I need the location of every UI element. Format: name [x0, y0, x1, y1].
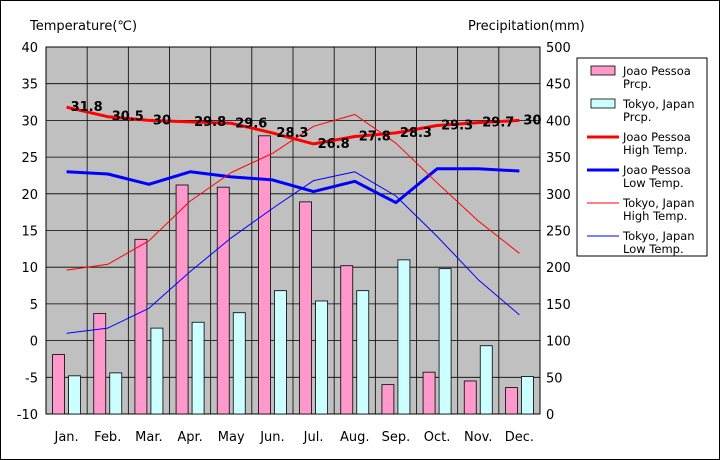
- precip-bar: [438, 268, 452, 415]
- data-label: 29.3: [441, 119, 473, 134]
- left-tick-label: 5: [30, 298, 38, 313]
- month-label: Apr.: [177, 430, 202, 445]
- left-tick-label: -10: [17, 408, 38, 423]
- right-tick-label: 400: [546, 114, 571, 129]
- month-label: Mar.: [135, 430, 162, 445]
- month-label: May: [218, 430, 245, 445]
- legend-label: Prcp.: [623, 77, 652, 91]
- precip-bar: [191, 321, 205, 415]
- legend-label: High Temp.: [623, 209, 687, 223]
- data-label: 31.8: [71, 100, 103, 115]
- data-label: 30: [523, 113, 541, 128]
- left-tick-label: 0: [30, 335, 38, 350]
- right-tick-label: 500: [546, 41, 571, 56]
- precip-bar: [315, 300, 328, 415]
- precip-bar: [216, 186, 230, 415]
- legend-swatch: [590, 98, 616, 109]
- precip-bar: [68, 375, 81, 415]
- right-tick-label: 200: [546, 261, 571, 276]
- temp-line: [66, 171, 520, 334]
- legend-label: Tokyo, Japan: [622, 97, 695, 111]
- precip-bar: [232, 312, 246, 415]
- right-tick-label: 250: [546, 225, 571, 240]
- month-label: Feb.: [94, 430, 121, 445]
- data-label: 26.8: [318, 137, 350, 152]
- precip-bar: [479, 345, 493, 415]
- precip-bar: [381, 384, 395, 415]
- precip-bar: [356, 290, 370, 415]
- month-label: Jun.: [259, 430, 284, 445]
- left-tick-label: 35: [21, 78, 38, 93]
- right-tick-label: 450: [546, 78, 571, 93]
- precip-bar: [505, 387, 518, 415]
- precip-bar: [397, 259, 411, 415]
- left-tick-label: 20: [21, 188, 38, 203]
- precip-bar: [93, 313, 107, 415]
- precip-bar: [258, 135, 271, 415]
- left-tick-label: 40: [21, 41, 38, 56]
- precip-bar: [299, 201, 312, 415]
- data-label: 29.6: [235, 116, 267, 131]
- month-label: Sep.: [382, 430, 411, 445]
- left-tick-label: 10: [21, 261, 38, 276]
- precip-bar: [175, 184, 189, 415]
- legend-label: Low Temp.: [623, 176, 684, 190]
- month-label: Jan.: [53, 430, 78, 445]
- legend-swatch: [590, 65, 616, 76]
- temp-line: [66, 105, 520, 146]
- legend-label: Joao Pessoa: [622, 163, 691, 177]
- legend-label: Tokyo, Japan: [622, 196, 695, 210]
- right-tick-label: 50: [546, 371, 563, 386]
- legend-label: Prcp.: [623, 110, 652, 124]
- temp-line: [66, 167, 520, 205]
- data-label: 30.5: [112, 110, 144, 125]
- legend-label: Joao Pessoa: [622, 130, 691, 144]
- legend-label: High Temp.: [623, 143, 687, 157]
- right-axis-title: Precipitation(mm): [468, 19, 585, 34]
- precip-bar: [109, 372, 123, 415]
- month-label: Jul.: [303, 430, 324, 445]
- precip-bar: [422, 371, 436, 415]
- data-label: 29.7: [482, 116, 514, 131]
- right-tick-label: 0: [546, 408, 554, 423]
- precip-bar: [274, 290, 287, 415]
- month-label: Oct.: [424, 430, 451, 445]
- right-tick-label: 350: [546, 151, 571, 166]
- legend-label: Joao Pessoa: [622, 64, 691, 78]
- right-tick-label: 150: [546, 298, 571, 313]
- precip-bar: [340, 265, 354, 415]
- data-label: 27.8: [359, 130, 391, 145]
- data-label: 29.8: [194, 115, 226, 130]
- right-tick-label: 100: [546, 335, 571, 350]
- temp-line: [66, 114, 520, 271]
- left-tick-label: 30: [21, 114, 38, 129]
- left-tick-label: 15: [21, 225, 38, 240]
- precip-bar: [150, 327, 164, 415]
- precip-bar: [134, 238, 148, 415]
- left-axis-title: Temperature(℃): [29, 19, 137, 34]
- precip-bar: [463, 380, 477, 415]
- month-label: Aug.: [340, 430, 370, 445]
- precip-bar: [52, 354, 65, 415]
- left-tick-label: 25: [21, 151, 38, 166]
- data-label: 28.3: [400, 126, 432, 141]
- legend-label: Low Temp.: [623, 242, 684, 256]
- left-tick-label: -5: [25, 371, 38, 386]
- precip-bar: [521, 376, 534, 415]
- legend-box: [576, 57, 708, 257]
- right-tick-label: 300: [546, 188, 571, 203]
- month-label: Dec.: [505, 430, 534, 445]
- month-label: Nov.: [464, 430, 493, 445]
- data-label: 30: [153, 113, 171, 128]
- legend-label: Tokyo, Japan: [622, 229, 695, 243]
- data-label: 28.3: [276, 126, 308, 141]
